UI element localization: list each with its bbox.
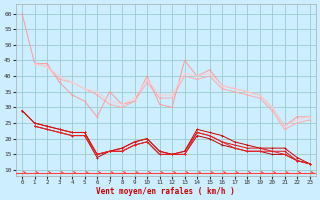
X-axis label: Vent moyen/en rafales ( km/h ): Vent moyen/en rafales ( km/h )	[96, 187, 235, 196]
